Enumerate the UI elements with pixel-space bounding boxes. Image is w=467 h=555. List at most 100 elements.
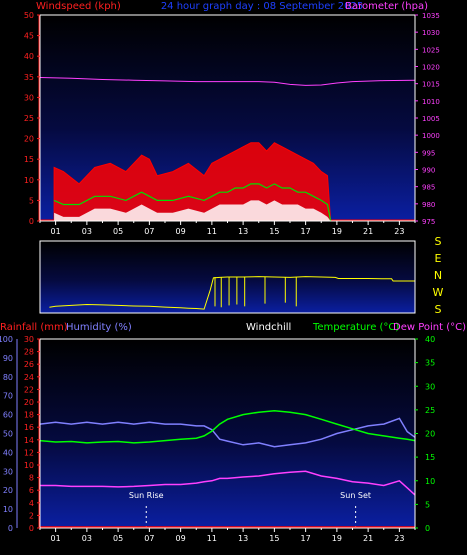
rainfall-tick-label: 8 bbox=[29, 474, 34, 483]
rainfall-tick-label: 28 bbox=[24, 348, 34, 357]
wind-time-axis-label: 19 bbox=[332, 227, 342, 236]
rainfall-tick-label: 16 bbox=[24, 423, 34, 432]
dewpoint-line bbox=[40, 470, 416, 496]
wind-time-axis-label: 17 bbox=[301, 227, 311, 236]
rainfall-tick-label: 10 bbox=[24, 461, 34, 470]
sun-marker-label: Sun Rise bbox=[129, 491, 164, 500]
sun-marker-label: Sun Set bbox=[340, 491, 371, 500]
wind-time-axis-label: 15 bbox=[269, 227, 279, 236]
wind-time-axis-label: 03 bbox=[82, 227, 92, 236]
temperature-tick-label: 10 bbox=[425, 477, 435, 486]
barometer-tick-label: 1015 bbox=[422, 81, 440, 89]
rainfall-tick-label: 18 bbox=[24, 411, 34, 420]
compass-label: S bbox=[435, 303, 442, 316]
climate-time-axis-label: 01 bbox=[51, 534, 61, 543]
climate-time-axis-label: 17 bbox=[301, 534, 311, 543]
rainfall-tick-label: 24 bbox=[24, 373, 34, 382]
barometer-tick-label: 1000 bbox=[422, 132, 440, 140]
climate-time-axis-label: 11 bbox=[207, 534, 217, 543]
climate-time-axis-label: 19 bbox=[332, 534, 342, 543]
wind-tick-label: 10 bbox=[24, 176, 34, 185]
rainfall-tick-label: 6 bbox=[29, 486, 34, 495]
wind-tick-label: 50 bbox=[24, 11, 34, 20]
wind-time-axis-label: 13 bbox=[238, 227, 248, 236]
humidity-tick-label: 20 bbox=[3, 486, 13, 495]
temperature-tick-label: 5 bbox=[425, 500, 430, 509]
humidity-tick-label: 90 bbox=[3, 354, 13, 363]
climate-time-axis-label: 07 bbox=[144, 534, 154, 543]
compass-label: W bbox=[433, 286, 444, 299]
humidity-tick-label: 60 bbox=[3, 411, 13, 420]
compass-label: E bbox=[435, 252, 442, 265]
dewpoint-title: Dew Point (°C) bbox=[393, 322, 466, 333]
wind-tick-label: 20 bbox=[24, 135, 34, 144]
wind-gust-area bbox=[53, 142, 332, 222]
temperature-tick-label: 20 bbox=[425, 430, 435, 439]
temperature-line bbox=[39, 410, 416, 444]
windchill-label: Windchill bbox=[246, 322, 291, 333]
wind-average-line bbox=[53, 183, 332, 222]
wind-tick-label: 15 bbox=[24, 155, 34, 164]
wind-tick-label: 0 bbox=[29, 217, 34, 226]
barometer-tick-label: 975 bbox=[422, 218, 435, 226]
climate-plot-area bbox=[40, 339, 415, 528]
temperature-axis-title: Temperature (°C) bbox=[312, 322, 399, 333]
humidity-tick-label: 70 bbox=[3, 392, 13, 401]
climate-time-axis-label: 09 bbox=[176, 534, 186, 543]
temperature-tick-label: 0 bbox=[425, 524, 430, 533]
humidity-tick-label: 100 bbox=[0, 335, 13, 344]
barometer-tick-label: 980 bbox=[422, 201, 435, 209]
rainfall-tick-label: 14 bbox=[24, 436, 34, 445]
humidity-tick-label: 80 bbox=[3, 373, 13, 382]
humidity-tick-label: 10 bbox=[3, 505, 13, 514]
barometer-tick-label: 1025 bbox=[422, 46, 440, 54]
rainfall-tick-label: 2 bbox=[29, 511, 34, 520]
wind-time-axis-label: 23 bbox=[394, 227, 404, 236]
temperature-tick-label: 30 bbox=[425, 382, 435, 391]
barometer-line bbox=[39, 77, 416, 86]
temperature-tick-label: 35 bbox=[425, 359, 435, 368]
wind-time-axis-label: 07 bbox=[144, 227, 154, 236]
temperature-tick-label: 15 bbox=[425, 453, 435, 462]
rainfall-tick-label: 12 bbox=[24, 448, 34, 457]
climate-time-axis-label: 05 bbox=[113, 534, 123, 543]
humidity-axis-title: Humidity (%) bbox=[66, 322, 132, 333]
rainfall-tick-label: 0 bbox=[29, 524, 34, 533]
windspeed-axis-title: Windspeed (kph) bbox=[36, 1, 121, 12]
humidity-tick-label: 50 bbox=[3, 430, 13, 439]
climate-time-axis-label: 23 bbox=[394, 534, 404, 543]
compass-label: N bbox=[434, 269, 442, 282]
rainfall-tick-label: 22 bbox=[24, 385, 34, 394]
barometer-tick-label: 985 bbox=[422, 184, 435, 192]
wind-tick-label: 25 bbox=[24, 114, 34, 123]
climate-time-axis-label: 03 bbox=[82, 534, 92, 543]
rainfall-tick-label: 4 bbox=[29, 499, 34, 508]
wind-tick-label: 35 bbox=[24, 73, 34, 82]
humidity-tick-label: 0 bbox=[8, 524, 13, 533]
barometer-tick-label: 995 bbox=[422, 149, 435, 157]
humidity-line bbox=[39, 417, 416, 448]
climate-time-axis-label: 15 bbox=[269, 534, 279, 543]
temperature-tick-label: 25 bbox=[425, 406, 435, 415]
wind-time-axis-label: 01 bbox=[51, 227, 61, 236]
wind-tick-label: 40 bbox=[24, 52, 34, 61]
humidity-tick-label: 40 bbox=[3, 448, 13, 457]
rainfall-tick-label: 30 bbox=[24, 335, 34, 344]
rainfall-tick-label: 20 bbox=[24, 398, 34, 407]
wind-time-axis-label: 05 bbox=[113, 227, 123, 236]
wind-time-axis-label: 11 bbox=[207, 227, 217, 236]
barometer-tick-label: 1020 bbox=[422, 64, 440, 72]
wind-tick-label: 45 bbox=[24, 32, 34, 41]
barometer-axis-title: Barometer (hpa) bbox=[345, 1, 428, 12]
wind-tick-label: 5 bbox=[29, 196, 34, 205]
barometer-tick-label: 1030 bbox=[422, 29, 440, 37]
wind-minimum-area bbox=[54, 200, 331, 221]
direction-plot-frame bbox=[39, 240, 416, 314]
temperature-tick-label: 40 bbox=[425, 335, 435, 344]
barometer-tick-label: 1010 bbox=[422, 98, 440, 106]
barometer-tick-label: 1035 bbox=[422, 12, 440, 20]
wind-tick-label: 30 bbox=[24, 93, 34, 102]
wind-time-axis-label: 09 bbox=[176, 227, 186, 236]
wind-time-axis-label: 21 bbox=[363, 227, 373, 236]
